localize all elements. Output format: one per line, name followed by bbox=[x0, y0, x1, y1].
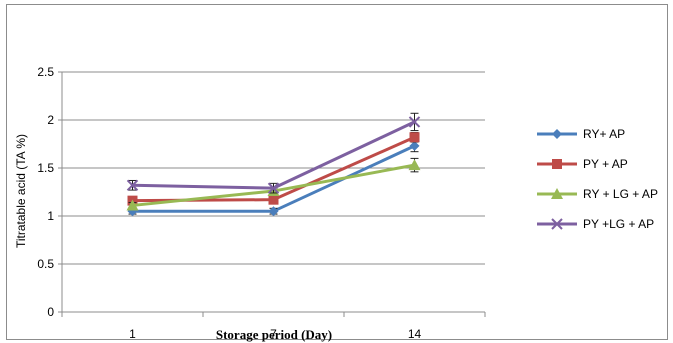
x-marker-stroke bbox=[267, 182, 280, 194]
data-point bbox=[408, 116, 421, 128]
legend-marker bbox=[552, 159, 562, 169]
data-point bbox=[408, 159, 421, 171]
legend-item: PY +LG + AP bbox=[537, 217, 654, 231]
series-1 bbox=[127, 139, 420, 217]
series-4 bbox=[126, 112, 421, 194]
legend-marker bbox=[551, 188, 563, 199]
x-tick-label: 7 bbox=[270, 327, 277, 341]
y-tick-label: 2 bbox=[47, 113, 54, 127]
data-point bbox=[268, 194, 279, 205]
x-marker-stroke bbox=[551, 218, 563, 230]
y-tick-labels: 0 0.5 1 1.5 2 2.5 bbox=[37, 65, 54, 319]
x-tick-label: 1 bbox=[129, 327, 136, 341]
data-point bbox=[268, 206, 279, 217]
data-point bbox=[267, 182, 280, 194]
legend-label: PY +LG + AP bbox=[583, 217, 654, 231]
legend-marker bbox=[551, 218, 563, 230]
legend-label: RY + LG + AP bbox=[583, 187, 658, 201]
legend-item: RY + LG + AP bbox=[537, 187, 658, 201]
y-tick-label: 0 bbox=[47, 305, 54, 319]
legend-label: RY+ AP bbox=[583, 127, 625, 141]
x-tick-label: 14 bbox=[408, 327, 422, 341]
x-marker-stroke bbox=[408, 116, 421, 128]
data-point bbox=[126, 179, 139, 191]
x-axis-title: Storage period (Day) bbox=[216, 327, 332, 342]
legend-label: PY + AP bbox=[583, 157, 628, 171]
y-tick-label: 1 bbox=[47, 209, 54, 223]
legend: RY+ AP PY + AP RY + LG + AP PY +LG + AP bbox=[537, 127, 658, 231]
y-tick-label: 2.5 bbox=[37, 65, 54, 79]
legend-item: RY+ AP bbox=[537, 127, 625, 141]
y-axis-title: Titratable acid (TA %) bbox=[14, 134, 28, 248]
y-tick-label: 0.5 bbox=[37, 257, 54, 271]
data-point bbox=[126, 199, 139, 211]
x-tick-labels: 1 7 14 bbox=[129, 327, 421, 341]
data-point bbox=[409, 132, 420, 143]
data-point bbox=[409, 140, 420, 151]
legend-item: PY + AP bbox=[537, 157, 628, 171]
x-marker-stroke bbox=[126, 179, 139, 191]
y-tick-label: 1.5 bbox=[37, 161, 54, 175]
legend-marker bbox=[552, 129, 562, 139]
series-group bbox=[126, 112, 421, 217]
